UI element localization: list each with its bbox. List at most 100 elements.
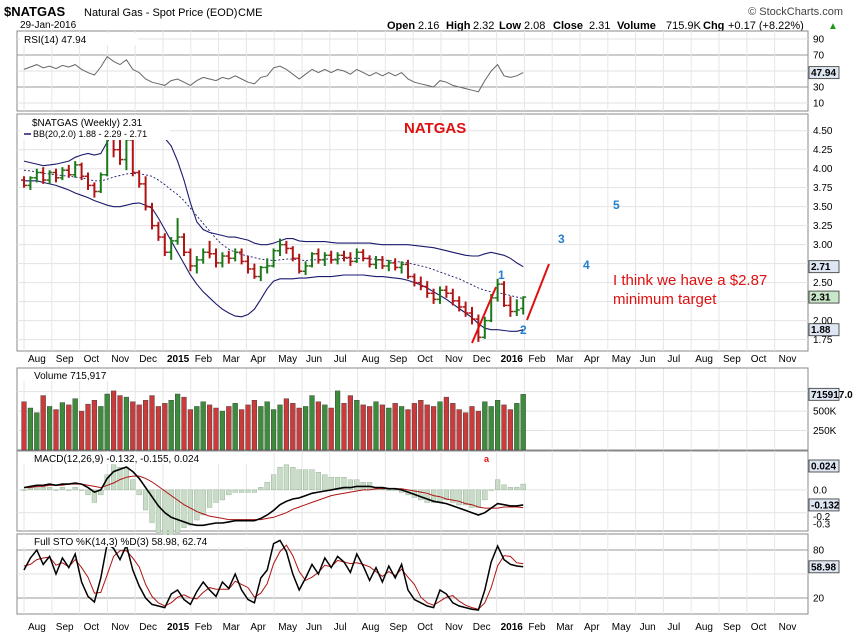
macd-histogram-bar [174,489,181,533]
annotation-title: NATGAS [404,120,466,137]
volume-bar [322,404,328,451]
macd-histogram-bar [251,489,258,493]
volume-bar [411,403,418,451]
macd-label: MACD(12,26,9) -0.132, -0.155, 0.024 [34,454,200,465]
close-price-tag: 2.31 [811,293,831,304]
x-axis-label-bottom: Jun [640,622,656,633]
rsi-label: RSI(14) 47.94 [24,35,87,46]
macd-tick-label: -0.3 [813,520,831,531]
macd-histogram-bar [418,489,424,501]
volume-bar [78,410,85,451]
macd-histogram-bar [328,477,334,491]
macd-histogram-bar [277,467,283,491]
x-axis-label: Feb [195,354,213,365]
macd-histogram-bar [123,467,130,491]
chg-value: +0.17 (+8.22%) [728,20,804,32]
annotation-note-line1: I think we have a $2.87 [613,272,767,289]
macd-signal-marker: a [484,454,490,464]
macd-histogram-bar [322,474,328,491]
x-axis-label: Mar [556,354,574,365]
volume-value-tag-bg [808,387,840,401]
macd-histogram-bar [335,477,341,491]
volume-bar [379,404,386,451]
volume-bar [309,395,315,451]
price-label: $NATGAS (Weekly) 2.31 [32,118,143,129]
x-axis-label: Nov [111,354,129,365]
volume-tick-label: 500K [813,407,837,418]
price-tick-label: 3.00 [813,240,833,251]
volume-value-tag: 715917.0 [811,390,853,401]
volume-bar [181,396,187,451]
x-axis-label-bottom: Sep [723,622,741,633]
volume-bar [367,406,373,451]
volume-bar [469,406,475,451]
x-axis-label: 2015 [167,354,190,365]
macd-value-tag-bg [808,498,840,512]
low-value: 2.08 [524,20,545,32]
volume-bar [27,407,34,451]
x-axis-label-bottom: Oct [751,622,767,633]
x-axis-label-bottom: Sep [56,622,74,633]
macd-histogram-bar [21,489,27,491]
x-axis-label-bottom: Nov [445,622,463,633]
x-axis-label: Jun [306,354,322,365]
x-axis-label: Feb [528,354,546,365]
price-tick-label: 4.50 [813,126,833,137]
macd-histogram-bar [386,489,392,491]
volume-bar [130,401,136,451]
macd-histogram-bar [206,489,213,508]
high-value: 2.32 [473,20,494,32]
macd-histogram-bar [347,479,354,491]
volume-bar [482,401,488,451]
volume-bar [360,404,366,451]
volume-bar [162,403,168,451]
volume-tick-label: 250K [813,426,837,437]
x-axis-label-bottom: Mar [556,622,574,633]
wave-label-1: 1 [498,268,505,282]
volume-bar [437,401,443,451]
macd-histogram-bar [283,464,290,491]
wave-arrow-1 [471,286,497,344]
macd-histogram-bar [315,472,322,491]
volume-bar [507,409,514,451]
x-axis-label-bottom: Oct [417,622,433,633]
x-axis-label-bottom: Dec [473,622,491,633]
macd-histogram-bar [238,489,245,493]
x-axis-label: Apr [250,354,266,365]
volume-bar [373,401,379,451]
macd-tick-label: 0.0 [813,485,827,496]
rsi-line [23,55,524,93]
macd-histogram-bar [226,489,232,496]
high-label: High [446,20,471,32]
macd-histogram-bar [507,487,514,491]
volume-bar [520,394,526,451]
x-axis-label: Sep [56,354,74,365]
volume-bar [59,402,66,451]
rsi-tick-label: 30 [813,83,825,94]
chg-label: Chg [703,20,724,32]
rsi-tick-label: 70 [813,51,825,62]
volume-bars [21,390,526,451]
sto-tick-label: 80 [813,546,825,557]
rsi-value-tag: 47.94 [811,68,836,79]
macd-hist-tag: 0.024 [811,462,836,473]
macd-histogram-bar [130,479,136,491]
rsi-tick-label: 90 [813,35,825,46]
volume-bar [463,412,469,451]
macd-hist-tag-bg [808,459,840,473]
macd-histogram-bar [482,489,488,501]
macd-histogram-bar [514,487,520,491]
macd-histogram-bar [40,487,46,491]
volume-bar [501,404,507,451]
volume-value: 715.9K [666,20,702,32]
wave-arrow-2 [526,263,550,321]
macd-histogram-bar [219,489,226,501]
close-label: Close [553,20,583,32]
volume-bar [53,409,59,451]
chart-date: 29-Jan-2016 [20,20,77,31]
x-axis-label-bottom: Apr [250,622,266,633]
x-axis-label-bottom: Nov [111,622,129,633]
x-axis-label: May [278,354,297,365]
x-axis-label: Dec [473,354,491,365]
